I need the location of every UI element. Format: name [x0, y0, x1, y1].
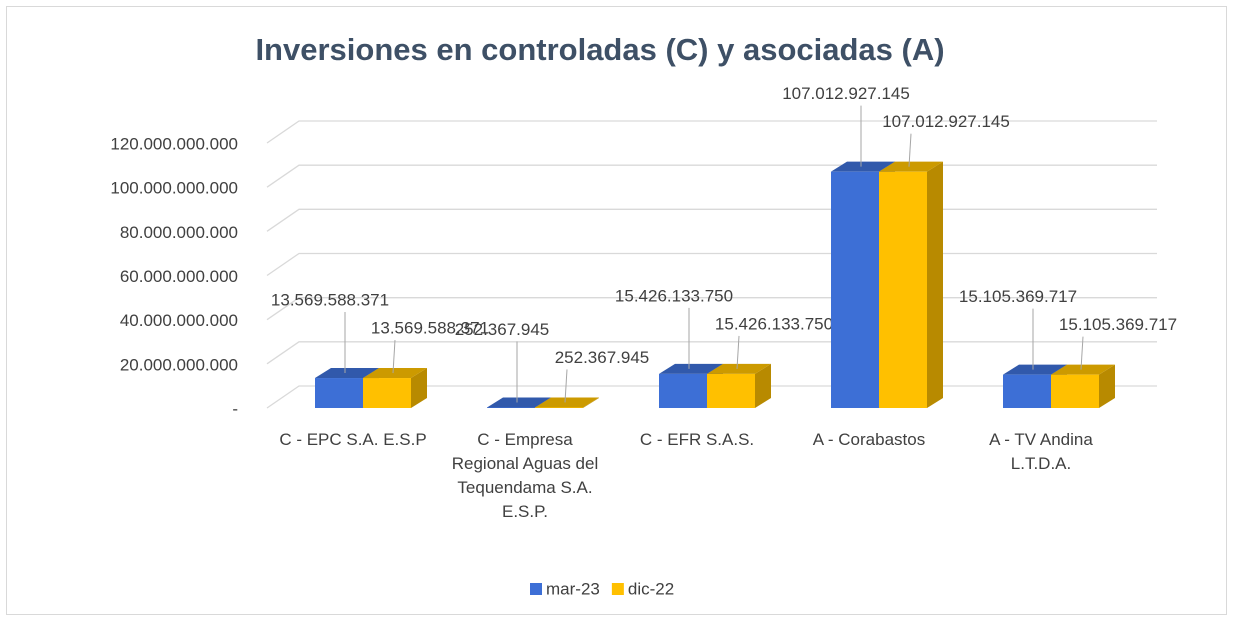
bar-front	[1051, 374, 1099, 408]
data-label: 107.012.927.145	[882, 112, 1010, 131]
data-label: 15.426.133.750	[615, 286, 733, 305]
data-label: 13.569.588.371	[271, 291, 389, 310]
bar-front	[831, 171, 879, 408]
bar-front	[535, 407, 583, 408]
bar-side	[583, 397, 599, 408]
bar-side	[927, 161, 943, 408]
bar-top	[1051, 364, 1115, 375]
x-tick-label: A - TV Andina L.T.D.A.	[989, 430, 1093, 473]
bar-side	[755, 363, 771, 408]
bar	[363, 368, 427, 408]
bar-top	[707, 363, 771, 374]
bar-top	[535, 397, 599, 408]
bar-side	[411, 368, 427, 408]
data-label: 13.569.588.371	[371, 319, 489, 338]
x-tick-label: A - Corabastos	[812, 430, 926, 449]
legend-label: dic-22	[628, 579, 674, 598]
bar	[535, 397, 599, 408]
y-tick-label: 80.000.000.000	[120, 223, 238, 242]
data-label: 107.012.927.145	[782, 84, 910, 103]
x-tick-label: C - Empresa Regional Aguas del Tequendam…	[451, 430, 599, 521]
leader-line	[1080, 336, 1084, 370]
bar-top	[1003, 364, 1067, 375]
bar-front	[879, 171, 927, 408]
bar-front	[659, 373, 707, 408]
data-label: 15.105.369.717	[1059, 315, 1177, 334]
leader-line	[392, 340, 396, 374]
bar-top	[487, 397, 551, 408]
bar-front	[707, 373, 755, 408]
data-label: 252.367.945	[555, 348, 650, 367]
y-tick-label: 40.000.000.000	[120, 311, 238, 330]
bar-top	[879, 161, 943, 172]
bar-top	[363, 368, 427, 379]
chart-title: Inversiones en controladas (C) y asociad…	[255, 32, 944, 67]
leader-line	[908, 133, 912, 167]
bar	[707, 363, 771, 408]
bar-side	[1099, 364, 1115, 408]
x-tick-label: C - EPC S.A. E.S.P	[279, 430, 427, 449]
legend-swatch	[611, 583, 624, 595]
x-tick-label: C - EFR S.A.S.	[639, 430, 755, 449]
leader-line	[564, 369, 568, 403]
y-tick-label: 60.000.000.000	[120, 267, 238, 286]
data-label: 15.426.133.750	[715, 314, 833, 333]
bar	[879, 161, 943, 408]
y-tick-label: 100.000.000.000	[110, 179, 238, 198]
leader-line	[736, 335, 740, 369]
legend-swatch	[530, 583, 542, 595]
y-tick-label: 20.000.000.000	[120, 355, 238, 374]
bar-front	[1003, 374, 1051, 408]
data-label: 15.105.369.717	[959, 287, 1077, 306]
grid-line	[266, 120, 1157, 144]
bar	[1051, 364, 1115, 408]
legend-label: mar-23	[546, 579, 600, 598]
bar-top	[831, 161, 895, 172]
bar-top	[659, 363, 723, 374]
data-label: 252.367.945	[455, 320, 550, 339]
bar-top	[315, 368, 379, 379]
bar-front	[487, 407, 535, 408]
y-tick-label: -	[232, 399, 238, 418]
y-tick-label: 120.000.000.000	[110, 134, 238, 153]
bar-front	[363, 378, 411, 408]
chart-border	[6, 6, 1227, 615]
bar-front	[315, 378, 363, 408]
